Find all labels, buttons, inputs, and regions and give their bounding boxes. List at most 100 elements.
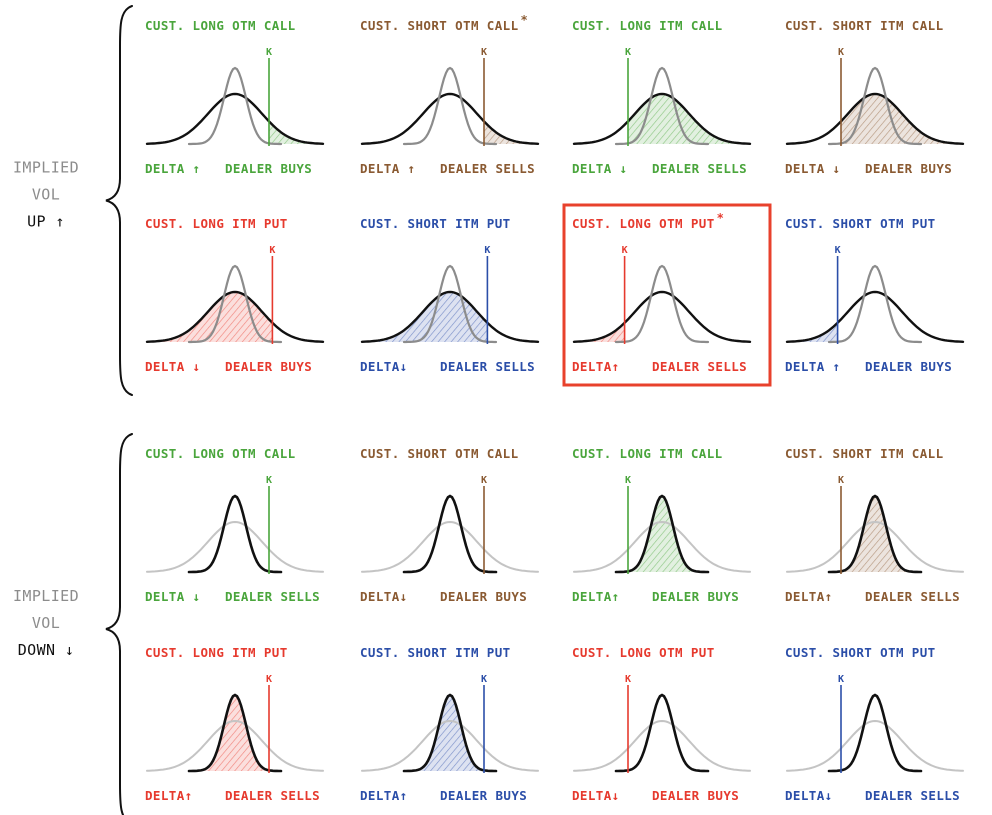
option-panel: CUST. SHORT OTM PUT K DELTA ↑ DEALER BUYS: [785, 216, 965, 374]
dealer-action-label: DEALER BUYS: [865, 359, 952, 374]
panel-title: CUST. LONG ITM PUT: [145, 645, 288, 660]
delta-direction-label: DELTA ↓: [785, 161, 840, 176]
delta-direction-label: DELTA↑: [360, 788, 408, 803]
wide-distribution-curve: [573, 719, 751, 772]
shaded-area: [484, 121, 538, 144]
asterisk-mark: *: [717, 211, 724, 225]
narrow-distribution-curve: [402, 494, 498, 574]
option-panel: CUST. LONG OTM CALL K DELTA ↓ DEALER SELLS: [145, 446, 324, 604]
delta-direction-label: DELTA↑: [785, 589, 833, 604]
delta-direction-label: DELTA↓: [360, 589, 408, 604]
strike-label: K: [625, 674, 631, 685]
strike-label: K: [622, 245, 628, 256]
delta-direction-label: DELTA ↓: [572, 161, 627, 176]
side-label-line: VOL: [32, 186, 60, 204]
panel-title: CUST. LONG OTM CALL: [145, 18, 296, 33]
shaded-area: [628, 94, 750, 144]
option-panel: CUST. LONG ITM CALL K DELTA↑ DEALER BUYS: [572, 446, 751, 604]
side-label-line: DOWN ↓: [18, 641, 75, 659]
narrow-distribution-curve: [827, 494, 923, 574]
wide-distribution-curve: [146, 520, 324, 573]
narrow-distribution-curve: [402, 264, 498, 344]
narrow-distribution-curve: [827, 693, 923, 773]
strike-label: K: [838, 674, 844, 685]
option-panel: CUST. SHORT ITM PUT K DELTA↓ DEALER SELLS: [360, 216, 540, 374]
narrow-distribution-curve: [827, 264, 923, 344]
panel-title: CUST. LONG ITM CALL: [572, 18, 723, 33]
delta-direction-label: DELTA ↑: [145, 161, 200, 176]
dealer-action-label: DEALER BUYS: [225, 161, 312, 176]
panel-title: CUST. SHORT OTM PUT: [785, 216, 936, 231]
narrow-distribution-curve: [187, 494, 283, 574]
narrow-distribution-curve: [614, 693, 710, 773]
option-panel: CUST. SHORT OTM PUT K DELTA↓ DEALER SELLS: [785, 645, 964, 803]
option-panel: CUST. SHORT ITM CALL K DELTA ↓ DEALER BUYS: [785, 18, 965, 176]
side-label-line: VOL: [32, 614, 60, 632]
panel-title: CUST. LONG OTM CALL: [145, 446, 296, 461]
shaded-area: [147, 292, 273, 342]
narrow-distribution-curve: [187, 66, 283, 146]
option-panel: CUST. SHORT ITM PUT K DELTA↑ DEALER BUYS: [360, 645, 539, 803]
strike-label: K: [266, 674, 272, 685]
option-panel: CUST. LONG OTM CALL K DELTA ↑ DEALER BUYS: [145, 18, 325, 176]
dealer-action-label: DEALER SELLS: [225, 589, 320, 604]
wide-distribution-curve: [785, 92, 965, 145]
delta-direction-label: DELTA↑: [145, 788, 193, 803]
side-label-line: IMPLIED: [13, 587, 79, 605]
panel-title: CUST. SHORT ITM PUT: [360, 216, 511, 231]
dealer-action-label: DEALER SELLS: [440, 359, 535, 374]
section-vol-down: IMPLIED VOL DOWN ↓ CUST. LONG OTM CALL K DELT…: [13, 433, 964, 815]
delta-direction-label: DELTA ↑: [360, 161, 415, 176]
shaded-area: [362, 292, 488, 342]
section-vol-up: IMPLIED VOL UP ↑ CUST. LONG OTM CALL K DELTA …: [13, 5, 965, 396]
narrow-distribution-curve: [614, 66, 710, 146]
narrow-distribution-curve: [187, 264, 283, 344]
delta-direction-label: DELTA ↑: [785, 359, 840, 374]
wide-distribution-curve: [145, 290, 325, 343]
delta-direction-label: DELTA ↓: [145, 589, 200, 604]
panel-title: CUST. LONG OTM PUT: [572, 645, 715, 660]
panel-title: CUST. SHORT ITM PUT: [360, 645, 511, 660]
wide-distribution-curve: [572, 92, 752, 145]
wide-distribution-curve: [360, 290, 540, 343]
dealer-action-label: DEALER BUYS: [440, 589, 527, 604]
delta-direction-label: DELTA↓: [572, 788, 620, 803]
delta-direction-label: DELTA↑: [572, 359, 620, 374]
shaded-area: [362, 695, 484, 771]
dealer-action-label: DEALER SELLS: [225, 788, 320, 803]
option-panel: CUST. SHORT OTM CALL K DELTA↓ DEALER BUYS: [360, 446, 539, 604]
option-panel: CUST. LONG ITM PUT K DELTA ↓ DEALER BUYS: [145, 216, 325, 374]
shaded-area: [628, 496, 750, 572]
delta-direction-label: DELTA↓: [360, 359, 408, 374]
dealer-action-label: DEALER BUYS: [440, 788, 527, 803]
narrow-distribution-curve: [614, 264, 710, 344]
narrow-distribution-curve: [614, 494, 710, 574]
asterisk-mark: *: [521, 13, 528, 27]
side-label-line: UP ↑: [27, 213, 65, 231]
strike-label: K: [835, 245, 841, 256]
dealer-action-label: DEALER SELLS: [865, 589, 960, 604]
panel-title: CUST. SHORT OTM PUT: [785, 645, 936, 660]
panel-title: CUST. LONG OTM PUT: [572, 216, 715, 231]
strike-label: K: [484, 245, 490, 256]
strike-label: K: [625, 47, 631, 58]
option-panel: CUST. SHORT OTM CALL * K DELTA ↑ DEALER SELL…: [360, 13, 540, 176]
wide-distribution-curve: [785, 290, 965, 343]
strike-label: K: [625, 475, 631, 486]
panel-title: CUST. SHORT ITM CALL: [785, 18, 944, 33]
strike-label: K: [838, 47, 844, 58]
shaded-area: [841, 496, 963, 572]
option-panel: CUST. LONG OTM PUT * K DELTA↑ DEALER SELLS: [562, 203, 772, 387]
option-panel: CUST. SHORT ITM CALL K DELTA↑ DEALER SELLS: [785, 446, 964, 604]
dealer-action-label: DEALER SELLS: [652, 161, 747, 176]
dealer-action-label: DEALER SELLS: [865, 788, 960, 803]
strike-label: K: [481, 475, 487, 486]
panel-title: CUST. LONG ITM PUT: [145, 216, 288, 231]
brace-vol-up: [105, 5, 133, 396]
panel-title: CUST. SHORT ITM CALL: [785, 446, 944, 461]
wide-distribution-curve: [361, 520, 539, 573]
panel-title: CUST. LONG ITM CALL: [572, 446, 723, 461]
shaded-area: [787, 322, 838, 342]
wide-distribution-curve: [361, 719, 539, 772]
